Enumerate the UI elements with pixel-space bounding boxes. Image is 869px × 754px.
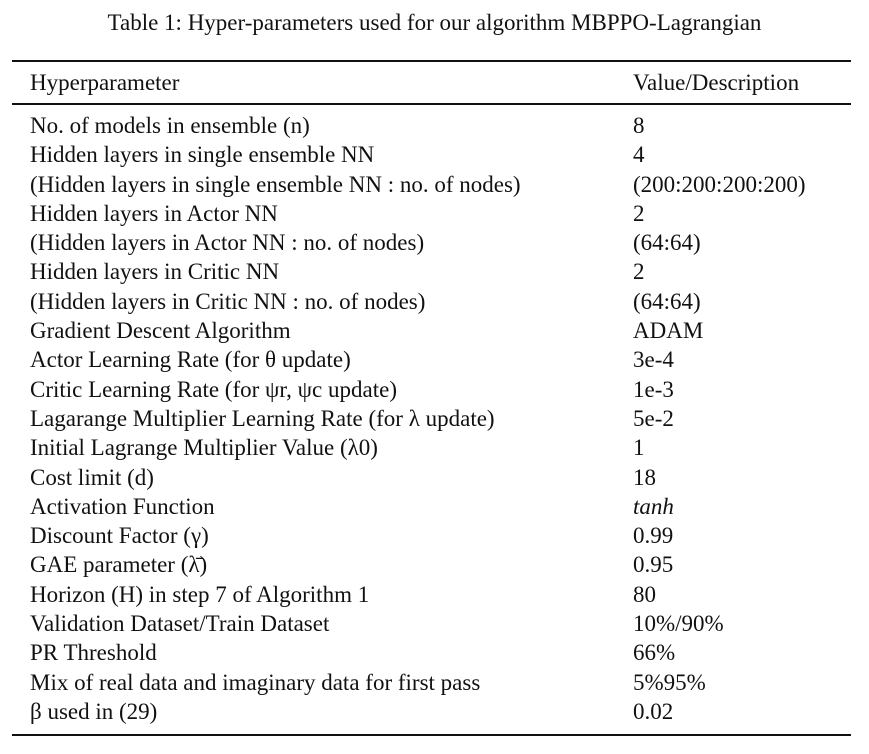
value-cell: tanh [633,493,674,519]
param-cell: β used in (29) [30,698,158,724]
table-row: (Hidden layers in Actor NN : no. of node… [30,228,850,257]
table-row: Initial Lagrange Multiplier Value (λ0) 1 [30,433,850,462]
table-row: PR Threshold 66% [30,638,850,667]
param-cell: Lagarange Multiplier Learning Rate (for … [30,405,495,431]
table-row: (Hidden layers in single ensemble NN : n… [30,170,850,199]
header-value: Value/Description [633,70,800,95]
table-header: Hyperparameter Value/Description [30,68,850,98]
param-cell: Critic Learning Rate (for ψr, ψc update) [30,376,397,402]
top-rule [12,60,851,62]
param-cell: Horizon (H) in step 7 of Algorithm 1 [30,581,370,607]
table-row: Activation Function tanh [30,492,850,521]
value-cell: 18 [633,464,656,490]
table-row: Critic Learning Rate (for ψr, ψc update)… [30,375,850,404]
param-cell: Activation Function [30,493,215,519]
table-row: Gradient Descent Algorithm ADAM [30,316,850,345]
param-cell: (Hidden layers in single ensemble NN : n… [30,171,521,197]
table-row: Mix of real data and imaginary data for … [30,668,850,697]
header-hyperparameter: Hyperparameter [30,70,180,95]
value-cell: 0.99 [633,523,674,549]
value-cell: 2 [633,259,645,285]
value-cell: 4 [633,142,645,168]
value-cell: 10%/90% [633,611,724,637]
table-body: No. of models in ensemble (n) 8 Hidden la… [30,111,850,726]
param-cell: (Hidden layers in Critic NN : no. of nod… [30,288,426,314]
table-row: Actor Learning Rate (for θ update) 3e-4 [30,345,850,374]
header-rule [12,103,851,105]
value-cell: 1 [633,435,645,461]
param-cell: GAE parameter (λ̄) [30,552,208,578]
param-cell: Gradient Descent Algorithm [30,318,291,344]
param-cell: (Hidden layers in Actor NN : no. of node… [30,230,425,256]
param-cell: Discount Factor (γ) [30,523,209,549]
param-cell: PR Threshold [30,640,157,666]
value-cell: 5e-2 [633,405,674,431]
value-cell: 66% [633,640,676,666]
table-row: Hidden layers in single ensemble NN 4 [30,140,850,169]
table-row: Lagarange Multiplier Learning Rate (for … [30,404,850,433]
value-cell: 2 [633,200,645,226]
value-cell: (200:200:200:200) [633,171,806,197]
table-row: GAE parameter (λ̄) 0.95 [30,550,850,579]
value-cell: ADAM [633,318,704,344]
table-row: No. of models in ensemble (n) 8 [30,111,850,140]
table-row: Hidden layers in Actor NN 2 [30,199,850,228]
table-caption: Table 1: Hyper-parameters used for our a… [107,10,762,35]
value-cell: (64:64) [633,288,701,314]
value-cell: 0.02 [633,698,674,724]
param-cell: Mix of real data and imaginary data for … [30,669,481,695]
value-cell: 0.95 [633,552,674,578]
param-cell: No. of models in ensemble (n) [30,113,310,138]
param-cell: Hidden layers in Actor NN [30,200,278,226]
value-cell: 8 [633,113,645,138]
param-cell: Actor Learning Rate (for θ update) [30,347,351,373]
bottom-rule [12,734,851,736]
param-cell: Initial Lagrange Multiplier Value (λ0) [30,435,378,461]
table-row: Validation Dataset/Train Dataset 10%/90% [30,609,850,638]
table-row: Hidden layers in Critic NN 2 [30,257,850,286]
table-row: Cost limit (d) 18 [30,463,850,492]
value-cell: 5%95% [633,669,706,695]
table-row: Discount Factor (γ) 0.99 [30,521,850,550]
table-row: Horizon (H) in step 7 of Algorithm 1 80 [30,580,850,609]
table-row: (Hidden layers in Critic NN : no. of nod… [30,287,850,316]
param-cell: Validation Dataset/Train Dataset [30,611,330,637]
value-cell: 1e-3 [633,376,674,402]
value-cell: 3e-4 [633,347,674,373]
value-cell: (64:64) [633,230,701,256]
table-row: β used in (29) 0.02 [30,697,850,726]
param-cell: Hidden layers in Critic NN [30,259,280,285]
param-cell: Hidden layers in single ensemble NN [30,142,375,168]
value-cell: 80 [633,581,656,607]
param-cell: Cost limit (d) [30,464,154,490]
